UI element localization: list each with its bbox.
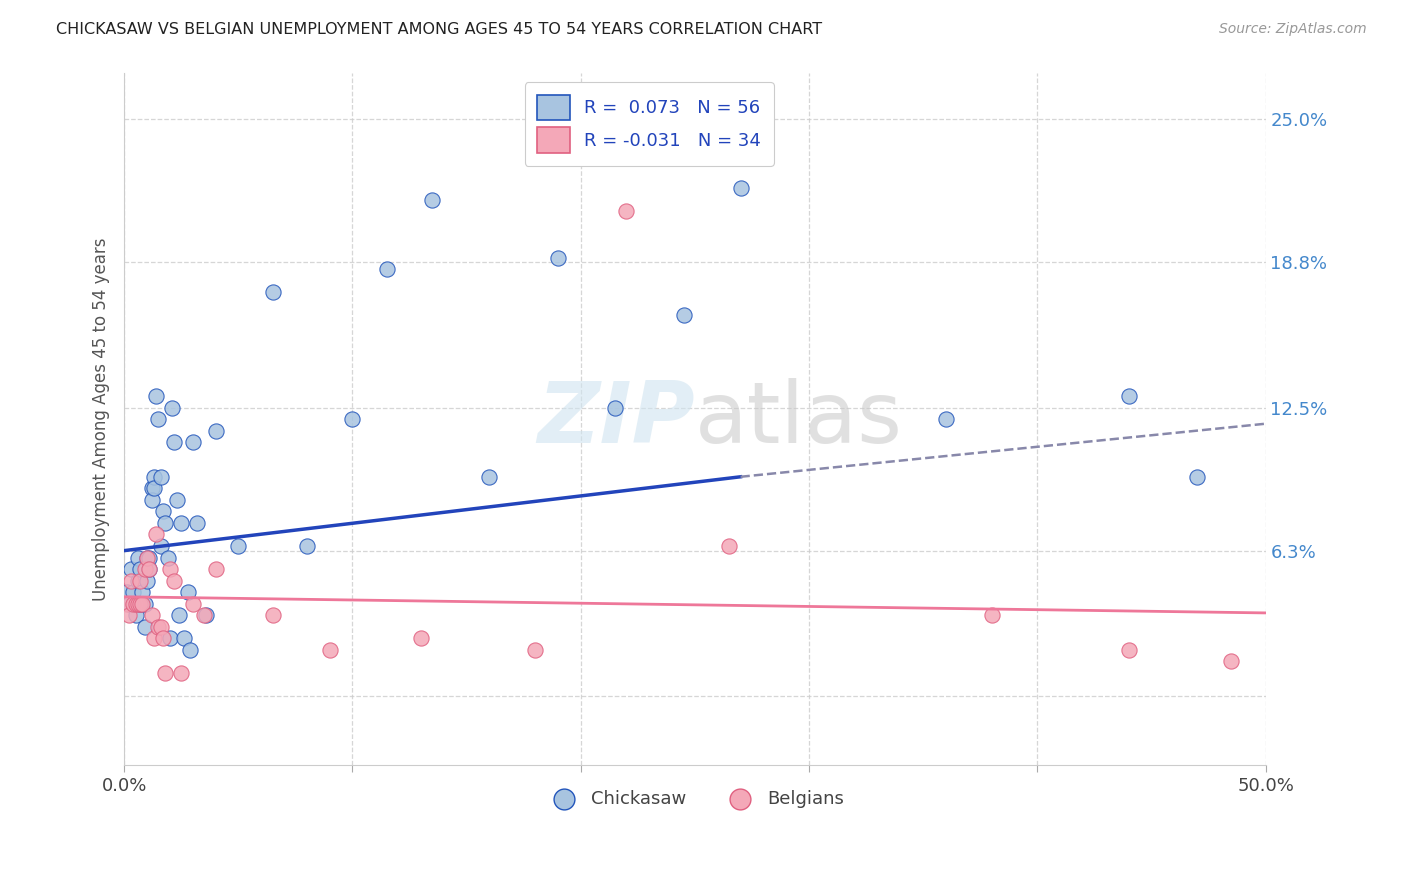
Text: ZIP: ZIP xyxy=(537,377,695,460)
Point xyxy=(342,412,364,426)
Point xyxy=(115,585,138,599)
Point xyxy=(718,539,741,553)
Point xyxy=(142,632,165,646)
Point xyxy=(262,608,284,623)
Point xyxy=(129,597,152,611)
Point xyxy=(129,562,152,576)
Point xyxy=(129,574,152,588)
Point xyxy=(375,262,398,277)
Point xyxy=(1118,643,1140,657)
Point xyxy=(134,597,156,611)
Point xyxy=(1220,654,1243,668)
Point xyxy=(149,470,172,484)
Point xyxy=(141,492,163,507)
Point xyxy=(127,550,149,565)
Point xyxy=(134,562,156,576)
Point xyxy=(120,574,142,588)
Point xyxy=(118,597,141,611)
Point xyxy=(142,481,165,495)
Y-axis label: Unemployment Among Ages 45 to 54 years: Unemployment Among Ages 45 to 54 years xyxy=(93,237,110,601)
Point xyxy=(127,597,149,611)
Point xyxy=(173,632,195,646)
Point xyxy=(181,435,204,450)
Point xyxy=(138,562,160,576)
Point xyxy=(136,550,159,565)
Point xyxy=(156,550,179,565)
Point xyxy=(141,608,163,623)
Point xyxy=(145,527,167,541)
Point xyxy=(616,204,638,219)
Point xyxy=(672,308,695,322)
Point xyxy=(170,516,193,530)
Text: CHICKASAW VS BELGIAN UNEMPLOYMENT AMONG AGES 45 TO 54 YEARS CORRELATION CHART: CHICKASAW VS BELGIAN UNEMPLOYMENT AMONG … xyxy=(56,22,823,37)
Point xyxy=(204,424,226,438)
Point xyxy=(145,389,167,403)
Point xyxy=(149,539,172,553)
Point xyxy=(262,285,284,300)
Point xyxy=(980,608,1002,623)
Point xyxy=(155,665,177,680)
Point xyxy=(167,608,190,623)
Point xyxy=(159,562,181,576)
Point xyxy=(129,597,152,611)
Point xyxy=(295,539,318,553)
Point xyxy=(1185,470,1208,484)
Point xyxy=(204,562,226,576)
Point xyxy=(118,608,141,623)
Point xyxy=(142,470,165,484)
Point xyxy=(136,550,159,565)
Point xyxy=(148,412,170,426)
Point xyxy=(177,585,200,599)
Point xyxy=(160,401,183,415)
Point xyxy=(120,562,142,576)
Point xyxy=(138,562,160,576)
Point xyxy=(138,550,160,565)
Point xyxy=(163,574,186,588)
Point xyxy=(124,597,146,611)
Point xyxy=(1118,389,1140,403)
Point xyxy=(124,608,146,623)
Point xyxy=(115,597,138,611)
Point xyxy=(193,608,215,623)
Point xyxy=(163,435,186,450)
Point xyxy=(228,539,250,553)
Point xyxy=(122,585,145,599)
Point xyxy=(730,181,752,195)
Point xyxy=(166,492,188,507)
Point xyxy=(478,470,501,484)
Legend: Chickasaw, Belgians: Chickasaw, Belgians xyxy=(538,782,852,815)
Point xyxy=(547,251,569,265)
Point xyxy=(603,401,626,415)
Point xyxy=(131,597,153,611)
Point xyxy=(124,597,146,611)
Point xyxy=(159,632,181,646)
Point xyxy=(179,643,201,657)
Text: atlas: atlas xyxy=(695,377,903,460)
Point xyxy=(127,574,149,588)
Point xyxy=(141,481,163,495)
Point xyxy=(131,597,153,611)
Point xyxy=(422,193,444,207)
Point xyxy=(409,632,432,646)
Point xyxy=(136,574,159,588)
Point xyxy=(131,585,153,599)
Point xyxy=(935,412,957,426)
Point xyxy=(318,643,340,657)
Point xyxy=(170,665,193,680)
Point xyxy=(122,597,145,611)
Point xyxy=(155,516,177,530)
Point xyxy=(149,620,172,634)
Text: Source: ZipAtlas.com: Source: ZipAtlas.com xyxy=(1219,22,1367,37)
Point xyxy=(152,632,174,646)
Point xyxy=(148,620,170,634)
Point xyxy=(152,504,174,518)
Point xyxy=(134,620,156,634)
Point xyxy=(181,597,204,611)
Point xyxy=(186,516,208,530)
Point xyxy=(195,608,218,623)
Point xyxy=(524,643,547,657)
